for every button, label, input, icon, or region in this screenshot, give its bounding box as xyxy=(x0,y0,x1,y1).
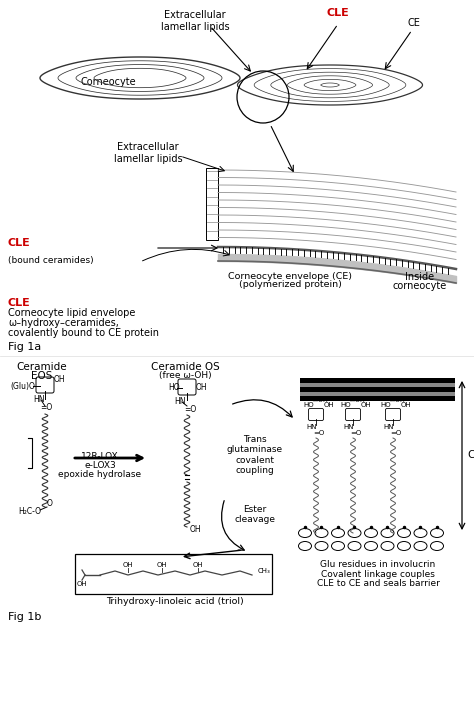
Bar xyxy=(300,387,455,392)
Text: Corneocyte lipid envelope: Corneocyte lipid envelope xyxy=(8,308,136,318)
Text: CLE: CLE xyxy=(8,298,31,308)
Text: OH: OH xyxy=(157,562,167,568)
Text: =O: =O xyxy=(184,406,196,414)
Text: Extracellular
lamellar lipids: Extracellular lamellar lipids xyxy=(114,142,182,163)
Text: OH: OH xyxy=(324,402,335,408)
Text: Ceramide: Ceramide xyxy=(17,362,67,372)
Text: 12R-LOX: 12R-LOX xyxy=(81,452,119,461)
Text: Fig 1a: Fig 1a xyxy=(8,342,41,352)
Text: corneocyte: corneocyte xyxy=(393,281,447,291)
Text: epoxide hydrolase: epoxide hydrolase xyxy=(58,470,142,479)
Text: (free ω-OH): (free ω-OH) xyxy=(159,371,211,380)
Text: Inside: Inside xyxy=(405,272,435,282)
Text: =O: =O xyxy=(313,430,324,436)
Text: (bound ceramides): (bound ceramides) xyxy=(8,256,94,265)
Text: OH: OH xyxy=(77,581,88,587)
Text: HO: HO xyxy=(168,383,180,392)
Bar xyxy=(300,392,455,396)
Text: Fig 1b: Fig 1b xyxy=(8,612,41,622)
Text: H₂C-O: H₂C-O xyxy=(18,508,41,517)
Text: OH: OH xyxy=(361,402,372,408)
Bar xyxy=(206,168,218,240)
Text: =O: =O xyxy=(40,404,52,412)
Text: HO: HO xyxy=(380,402,391,408)
Text: HN: HN xyxy=(383,424,393,430)
Text: (polymerized protein): (polymerized protein) xyxy=(238,280,341,289)
Text: Trihydroxy-linoleic acid (triol): Trihydroxy-linoleic acid (triol) xyxy=(106,597,244,606)
Text: ω–hydroxy–ceramides,: ω–hydroxy–ceramides, xyxy=(8,318,119,328)
Text: Trans
glutaminase
covalent
coupling: Trans glutaminase covalent coupling xyxy=(227,435,283,475)
Text: EOS: EOS xyxy=(31,371,53,381)
Text: CLE: CLE xyxy=(327,8,349,18)
Bar xyxy=(300,378,455,383)
Text: HN: HN xyxy=(306,424,317,430)
Text: =O: =O xyxy=(350,430,361,436)
Text: e-LOX3: e-LOX3 xyxy=(84,461,116,470)
Text: OH: OH xyxy=(54,375,65,383)
Text: =O: =O xyxy=(390,430,401,436)
Bar xyxy=(300,383,455,387)
Text: ...OH: ...OH xyxy=(312,397,328,402)
Text: HN: HN xyxy=(343,424,354,430)
Text: covalently bound to CE protein: covalently bound to CE protein xyxy=(8,328,159,338)
Text: OH: OH xyxy=(196,383,208,392)
Text: CLE to CE and seals barrier: CLE to CE and seals barrier xyxy=(317,579,439,588)
Polygon shape xyxy=(237,65,422,105)
Text: CLE: CLE xyxy=(8,238,31,248)
Text: Corneocyte: Corneocyte xyxy=(80,77,136,87)
Text: Glu residues in involucrin: Glu residues in involucrin xyxy=(320,560,436,569)
Text: HO: HO xyxy=(340,402,351,408)
Text: Ester
cleavage: Ester cleavage xyxy=(235,505,275,525)
Text: Ceramide OS: Ceramide OS xyxy=(151,362,219,372)
Bar xyxy=(300,396,455,401)
Text: HO: HO xyxy=(303,402,314,408)
Text: CH₃: CH₃ xyxy=(258,568,271,574)
Text: Covalent linkage couples: Covalent linkage couples xyxy=(321,570,435,579)
Text: ...OH: ...OH xyxy=(389,397,405,402)
Polygon shape xyxy=(40,57,240,99)
Text: HN: HN xyxy=(174,397,185,407)
Text: CE: CE xyxy=(408,18,421,28)
Text: OH: OH xyxy=(193,562,203,568)
Text: OH: OH xyxy=(190,525,201,534)
Text: ...OH: ...OH xyxy=(349,397,365,402)
Text: OH: OH xyxy=(123,562,133,568)
Text: CLE: CLE xyxy=(467,450,474,460)
Text: O: O xyxy=(47,500,53,508)
Text: Extracellular
lamellar lipids: Extracellular lamellar lipids xyxy=(161,10,229,32)
Text: Corneocyte envelope (CE): Corneocyte envelope (CE) xyxy=(228,272,352,281)
Text: (Glu)O: (Glu)O xyxy=(10,382,35,390)
Text: OH: OH xyxy=(401,402,411,408)
Text: HN: HN xyxy=(33,395,45,404)
